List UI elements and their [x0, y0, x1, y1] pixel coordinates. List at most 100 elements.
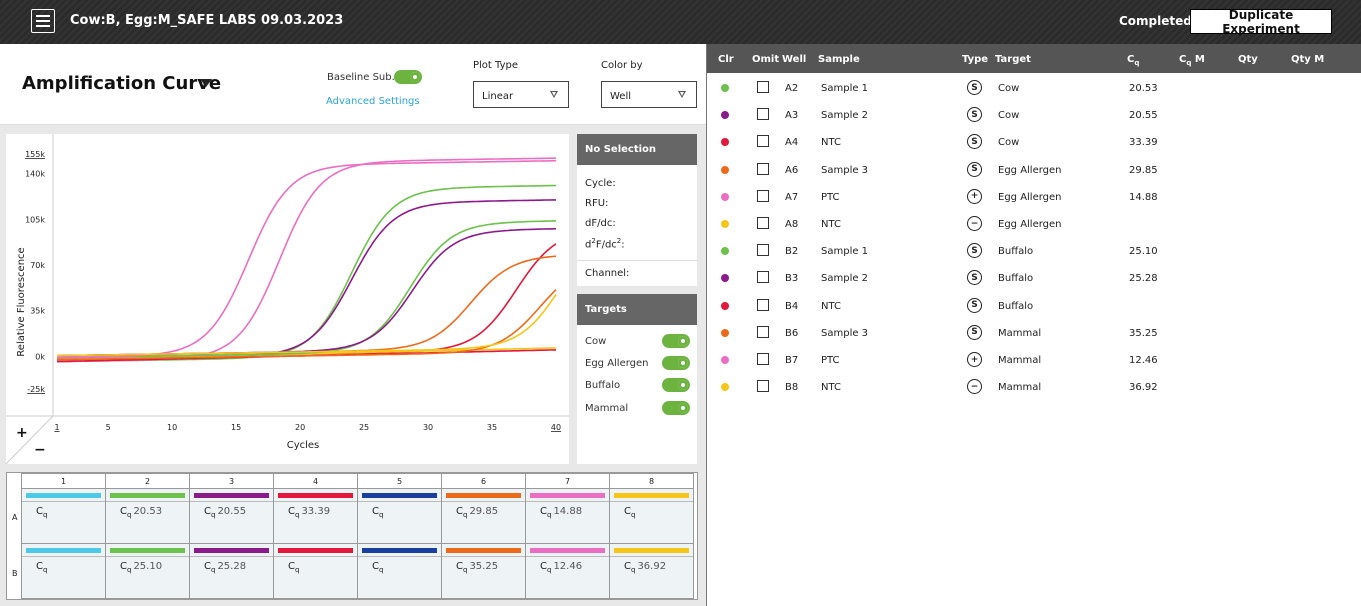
amplification-curve-a7[interactable]	[56, 157, 557, 363]
sample-type-icon: +	[967, 188, 982, 204]
target-toggle-egg-allergen[interactable]	[662, 356, 690, 370]
table-row[interactable]: A8 NTC − Egg Allergen	[707, 210, 1361, 237]
y-tick-label: 105k	[25, 215, 45, 224]
plate-well[interactable]: Cq 36.92	[609, 543, 694, 599]
sample-cell: Sample 2	[821, 110, 869, 122]
amplification-curve-b7[interactable]	[56, 159, 557, 359]
plot-select-chevron-icon[interactable]	[200, 79, 212, 87]
sample-cell: Sample 1	[821, 83, 869, 94]
cq-sub: q	[378, 511, 384, 519]
plate-well[interactable]: Cq	[357, 488, 442, 544]
plate-well[interactable]: Cq	[357, 543, 442, 599]
sample-cell: PTC	[821, 191, 840, 203]
well-color-bar	[446, 493, 521, 498]
well-cq: Cq 12.46	[540, 561, 582, 574]
plate-well[interactable]: Cq 20.55	[189, 488, 274, 544]
selection-title: No Selection	[577, 134, 697, 165]
table-row[interactable]: B4 NTC S Buffalo	[707, 292, 1361, 319]
plate-well[interactable]: Cq 33.39	[273, 488, 358, 544]
omit-checkbox[interactable]	[757, 244, 769, 257]
zoom-out-icon[interactable]: −	[34, 442, 46, 458]
amplification-curve-a2[interactable]	[56, 184, 557, 363]
table-row[interactable]: A3 Sample 2 S Cow 20.55	[707, 101, 1361, 128]
well-color-bar	[614, 493, 689, 498]
omit-checkbox[interactable]	[757, 162, 769, 175]
top-bar: Cow:B, Egg:M_SAFE LABS 09.03.2023 Comple…	[0, 0, 1361, 44]
plot-type-select[interactable]: Linear	[473, 81, 569, 108]
color-dot	[721, 138, 729, 147]
plate-well[interactable]: Cq 25.28	[189, 543, 274, 599]
sample-type-icon: S	[967, 324, 982, 340]
plate-col-header: 4	[273, 473, 358, 489]
plate-well[interactable]: Cq 14.88	[525, 488, 610, 544]
duplicate-experiment-button[interactable]: Duplicate Experiment	[1190, 8, 1332, 36]
x-tick-label: 40	[551, 423, 561, 432]
col-sample[interactable]: Sample	[818, 54, 860, 65]
table-row[interactable]: A6 Sample 3 S Egg Allergen 29.85	[707, 156, 1361, 183]
omit-checkbox[interactable]	[757, 271, 769, 284]
omit-checkbox[interactable]	[757, 135, 769, 148]
channel-label: Channel:	[585, 268, 630, 279]
omit-checkbox[interactable]	[757, 189, 769, 202]
omit-checkbox[interactable]	[757, 353, 769, 365]
table-row[interactable]: B2 Sample 1 S Buffalo 25.10	[707, 237, 1361, 264]
omit-checkbox[interactable]	[757, 81, 769, 93]
table-row[interactable]: A2 Sample 1 S Cow 20.53	[707, 74, 1361, 101]
amplification-curve-b6[interactable]	[57, 289, 557, 361]
advanced-settings-link[interactable]: Advanced Settings	[326, 96, 420, 107]
amplification-curve-b8[interactable]	[57, 293, 557, 357]
zoom-in-icon[interactable]: +	[16, 425, 28, 441]
plate-col-header: 3	[189, 473, 274, 489]
color-dot	[721, 165, 729, 174]
amplification-curve-b2[interactable]	[56, 220, 556, 359]
baseline-sub-toggle[interactable]	[394, 70, 422, 84]
table-row[interactable]: A4 NTC S Cow 33.39	[707, 128, 1361, 155]
amplification-curve-a3[interactable]	[57, 199, 556, 361]
color-by-select[interactable]: Well	[601, 81, 697, 108]
plate-well[interactable]: Cq 12.46	[525, 543, 610, 599]
plot-title[interactable]: Amplification Curve	[22, 73, 222, 94]
target-toggle-mammal[interactable]	[662, 401, 690, 415]
plate-view: A B 1 2 3 4 5 6 7 8 Cq Cq 20.53 Cq 20.55 Cq 33.39 Cq Cq 2…	[6, 472, 698, 600]
cq-sub: q	[210, 566, 216, 574]
plate-well[interactable]: Cq 35.25	[441, 543, 526, 599]
omit-checkbox[interactable]	[757, 298, 769, 311]
col-well[interactable]: Well	[782, 54, 807, 65]
table-row[interactable]: B7 PTC + Mammal 12.46	[707, 346, 1361, 373]
col-clr[interactable]: Clr	[718, 54, 734, 65]
plate-well[interactable]: Cq 20.53	[105, 488, 190, 544]
hamburger-menu-icon[interactable]	[31, 9, 55, 33]
omit-checkbox[interactable]	[757, 325, 769, 338]
omit-checkbox[interactable]	[757, 108, 769, 121]
target-cell: Mammal	[998, 327, 1042, 339]
target-label-egg-allergen: Egg Allergen	[585, 358, 649, 369]
table-row[interactable]: B8 NTC − Mammal 36.92	[707, 373, 1361, 400]
col-type[interactable]: Type	[962, 54, 989, 65]
cq-sub: q	[126, 511, 132, 519]
col-cq[interactable]: Cq	[1127, 54, 1139, 67]
plate-well[interactable]: Cq	[21, 543, 106, 599]
cq-value: 20.55	[217, 506, 247, 517]
target-toggle-buffalo[interactable]	[662, 378, 690, 392]
plate-well[interactable]: Cq	[609, 488, 694, 544]
plate-well[interactable]: Cq	[273, 543, 358, 599]
plate-well[interactable]: Cq	[21, 488, 106, 544]
target-toggle-cow[interactable]	[662, 334, 690, 348]
omit-checkbox[interactable]	[757, 217, 769, 229]
sample-cell: Sample 3	[821, 327, 869, 339]
col-qty[interactable]: Qty	[1238, 54, 1258, 65]
col-qty-m[interactable]: Qty M	[1291, 54, 1325, 65]
omit-checkbox[interactable]	[757, 380, 769, 393]
col-omit[interactable]: Omit	[752, 54, 780, 65]
well-cq: Cq 14.88	[540, 506, 582, 519]
col-cq-m[interactable]: Cq M	[1179, 54, 1205, 67]
plate-well[interactable]: Cq 29.85	[441, 488, 526, 544]
well-color-bar	[362, 548, 437, 553]
target-label-buffalo: Buffalo	[585, 380, 621, 391]
plate-well[interactable]: Cq 25.10	[105, 543, 190, 599]
table-row[interactable]: B6 Sample 3 S Mammal 35.25	[707, 319, 1361, 346]
table-row[interactable]: A7 PTC + Egg Allergen 14.88	[707, 183, 1361, 210]
table-row[interactable]: B3 Sample 2 S Buffalo 25.28	[707, 264, 1361, 291]
col-target[interactable]: Target	[995, 54, 1031, 65]
